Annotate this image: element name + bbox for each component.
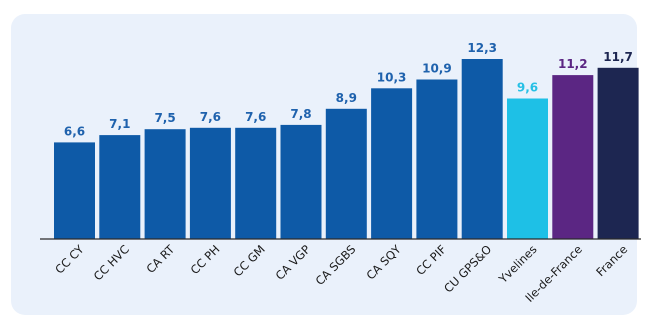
bar-1 xyxy=(54,142,95,239)
value-label: 7,5 xyxy=(154,111,175,125)
category-label: Yvelines xyxy=(495,242,539,286)
value-label: 11,7 xyxy=(603,50,633,64)
bar-7 xyxy=(325,108,367,239)
category-label: CC HVC xyxy=(91,242,132,283)
category-label: CA VGP xyxy=(273,242,314,283)
bar-11 xyxy=(507,98,548,239)
value-label: 10,9 xyxy=(422,62,452,76)
bar-12 xyxy=(552,75,594,239)
bar-3 xyxy=(144,129,186,239)
value-label: 7,1 xyxy=(109,117,130,131)
category-label: CA SQY xyxy=(363,242,404,283)
bar-6 xyxy=(280,124,322,239)
category-label: CU GPS&O xyxy=(441,242,494,295)
category-label: CC GM xyxy=(231,242,268,279)
category-label: CC PIF xyxy=(413,242,449,278)
value-label: 12,3 xyxy=(467,41,497,55)
bar-9 xyxy=(416,79,458,239)
value-label: 7,8 xyxy=(290,107,311,121)
value-label: 11,2 xyxy=(558,57,588,71)
category-label: CA SGBS xyxy=(313,242,359,288)
bar-2 xyxy=(99,135,141,239)
value-label: 10,3 xyxy=(377,70,407,84)
value-label: 8,9 xyxy=(336,91,357,105)
bar-8 xyxy=(371,88,413,239)
bars-layer xyxy=(54,59,639,239)
bar-10 xyxy=(461,59,503,239)
value-label: 9,6 xyxy=(517,81,538,95)
category-label: CC CY xyxy=(52,242,87,277)
bar-4 xyxy=(189,127,231,239)
value-label: 7,6 xyxy=(245,110,266,124)
value-label: 6,6 xyxy=(64,124,85,138)
value-label: 7,6 xyxy=(200,110,221,124)
category-label: CC PH xyxy=(188,242,223,277)
category-label: CA RT xyxy=(143,242,177,276)
bar-13 xyxy=(597,67,639,239)
category-label: France xyxy=(593,242,630,279)
bar-5 xyxy=(235,127,277,239)
